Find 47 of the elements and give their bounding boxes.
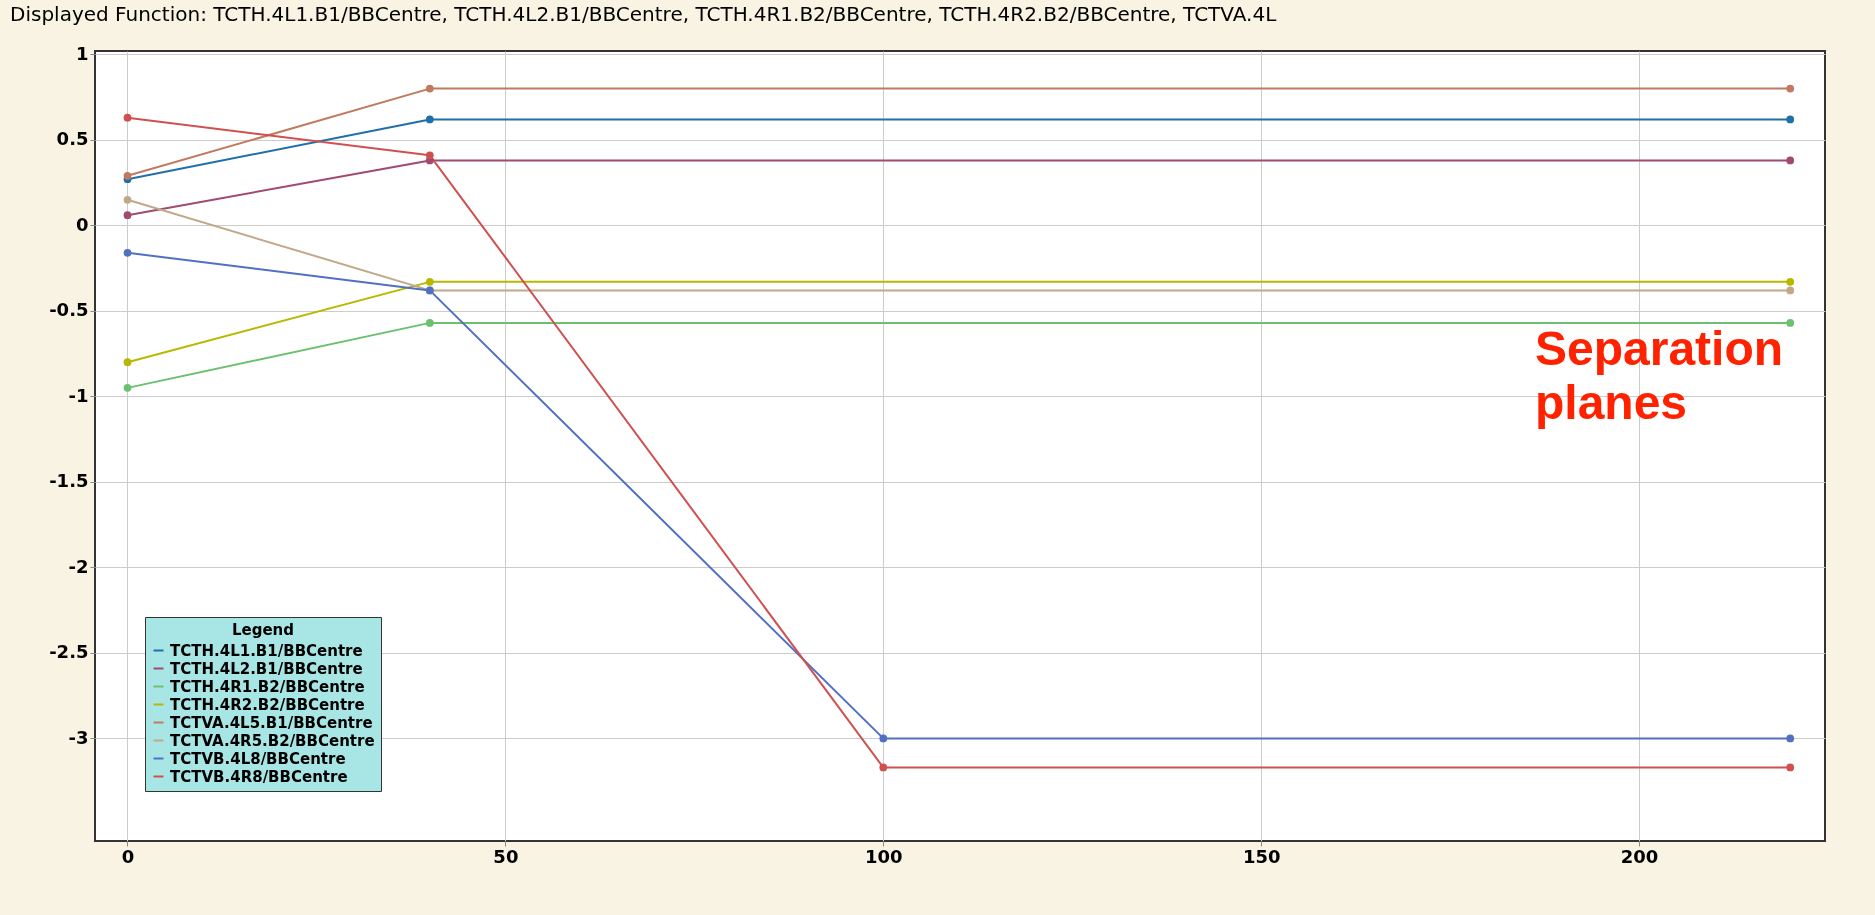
point <box>425 151 434 160</box>
x-tick-label: 0 <box>121 845 135 867</box>
point <box>123 195 132 204</box>
x-tick-label: 50 <box>493 845 519 867</box>
legend-label: TCTH.4L2.B1/BBCentre <box>170 659 363 678</box>
point <box>425 115 434 124</box>
point <box>1786 319 1795 327</box>
point <box>123 384 132 392</box>
point <box>123 113 132 122</box>
x-tick-label: 100 <box>865 845 903 867</box>
point <box>123 211 132 220</box>
point <box>1786 277 1795 286</box>
point <box>123 358 132 367</box>
legend-label: TCTVB.4R8/BBCentre <box>170 767 348 786</box>
y-tick-label: -1.5 <box>49 470 89 492</box>
point <box>879 734 888 743</box>
legend-label: TCTVA.4L5.B1/BBCentre <box>170 713 373 732</box>
point <box>1786 84 1795 93</box>
legend-label: TCTH.4R1.B2/BBCentre <box>170 677 365 696</box>
legend-label: TCTVA.4R5.B2/BBCentre <box>170 731 375 750</box>
point <box>879 763 888 772</box>
point <box>425 84 434 93</box>
y-tick-label: -3 <box>68 726 89 748</box>
y-tick-label: 0.5 <box>56 128 89 150</box>
point <box>123 171 132 180</box>
x-tick-label: 150 <box>1242 845 1281 867</box>
legend-title: Legend <box>231 621 295 639</box>
legend-label: TCTH.4L1.B1/BBCentre <box>170 641 363 660</box>
y-tick-label: -1 <box>68 384 89 406</box>
x-tick-label: 200 <box>1620 845 1659 867</box>
point <box>425 319 434 327</box>
point <box>1786 734 1795 743</box>
y-tick-label: 0 <box>75 213 89 235</box>
annotation: Separation planes <box>1535 322 1784 429</box>
legend-label: TCTH.4R2.B2/BBCentre <box>170 695 365 714</box>
point <box>1786 115 1795 124</box>
point <box>425 277 434 286</box>
y-tick-label: -0.5 <box>49 299 89 321</box>
chart-title: Displayed Function: TCTH.4L1.B1/BBCentre, TCTH.4L2.B1/BBCentre, TCTH.4R1.B2/BBCentre, TCTH.4R2.B2/BBCentre, TCTVA.4L <box>10 2 1278 27</box>
y-tick-label: -2.5 <box>49 641 89 663</box>
y-tick-label: 1 <box>75 42 89 64</box>
legend-label: TCTVB.4L8/BBCentre <box>170 749 346 768</box>
point <box>1786 156 1795 165</box>
point <box>123 248 132 257</box>
y-tick-label: -2 <box>68 555 89 577</box>
point <box>1786 763 1795 772</box>
point <box>1786 286 1795 295</box>
